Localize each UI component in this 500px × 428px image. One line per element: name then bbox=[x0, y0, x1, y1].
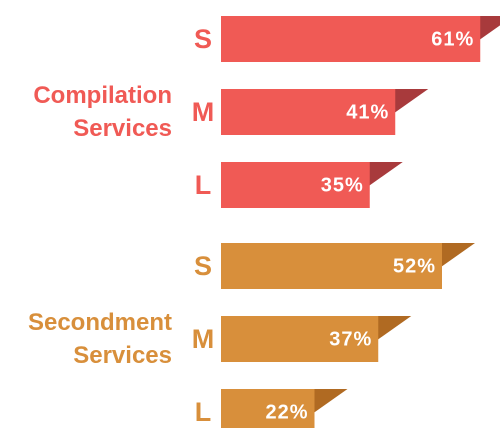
group-label: Compilation Services bbox=[33, 82, 172, 142]
category-label: S bbox=[194, 251, 212, 281]
value-label: 61% bbox=[431, 28, 474, 50]
category-label: S bbox=[194, 24, 212, 54]
bar bbox=[221, 162, 370, 208]
bar-fold bbox=[368, 162, 403, 186]
bar bbox=[221, 16, 481, 62]
bar-fold bbox=[313, 389, 348, 413]
value-label: 41% bbox=[346, 101, 389, 123]
bar bbox=[221, 243, 442, 289]
value-label: 37% bbox=[329, 328, 372, 350]
category-label: L bbox=[195, 397, 212, 427]
value-label: 35% bbox=[321, 174, 364, 196]
bar-fold bbox=[394, 89, 429, 113]
category-label: M bbox=[192, 97, 215, 127]
bar-fold bbox=[479, 16, 500, 40]
bar bbox=[221, 389, 315, 428]
value-label: 22% bbox=[265, 401, 308, 423]
group-label: Secondment Services bbox=[27, 309, 172, 369]
bar-fold bbox=[441, 243, 475, 267]
bar-fold bbox=[377, 316, 412, 340]
category-label: L bbox=[195, 170, 212, 200]
bar bbox=[221, 89, 396, 135]
value-label: 52% bbox=[393, 255, 436, 277]
bar bbox=[221, 316, 379, 362]
category-label: M bbox=[192, 324, 215, 354]
